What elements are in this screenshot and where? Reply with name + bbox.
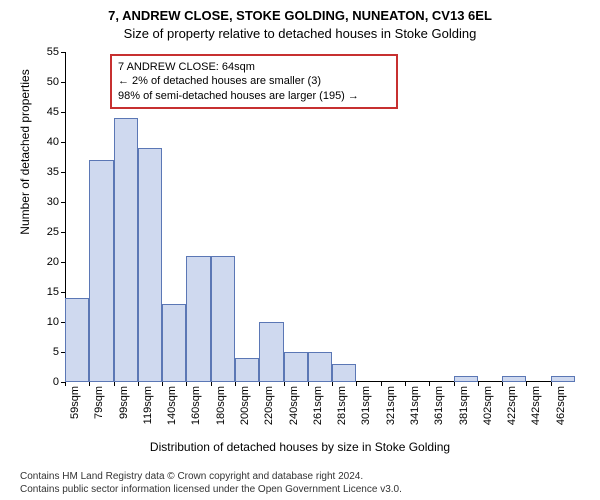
x-tick-label: 381sqm (458, 386, 470, 436)
x-tick-mark (65, 382, 66, 386)
x-tick-mark (405, 382, 406, 386)
x-tick-label: 422sqm (506, 386, 518, 436)
x-tick-label: 160sqm (190, 386, 202, 436)
histogram-bar (186, 256, 210, 382)
x-tick-mark (429, 382, 430, 386)
y-tick-label: 15 (29, 286, 65, 298)
property-annotation-box: 7 ANDREW CLOSE: 64sqm ← 2% of detached h… (110, 54, 398, 109)
x-tick-mark (381, 382, 382, 386)
histogram-bar (259, 322, 283, 382)
x-tick-label: 99sqm (118, 386, 130, 436)
x-tick-mark (114, 382, 115, 386)
x-tick-label: 402sqm (482, 386, 494, 436)
annotation-line-2: ← 2% of detached houses are smaller (3) (118, 74, 390, 88)
x-tick-label: 361sqm (433, 386, 445, 436)
y-tick-label: 35 (29, 166, 65, 178)
y-tick-label: 30 (29, 196, 65, 208)
x-tick-mark (356, 382, 357, 386)
annotation-line-1: 7 ANDREW CLOSE: 64sqm (118, 60, 390, 74)
footer-line-2: Contains public sector information licen… (20, 483, 402, 496)
x-tick-mark (162, 382, 163, 386)
histogram-bar (211, 256, 235, 382)
x-tick-mark (526, 382, 527, 386)
x-tick-label: 462sqm (555, 386, 567, 436)
x-tick-mark (284, 382, 285, 386)
x-tick-label: 321sqm (385, 386, 397, 436)
x-axis-label: Distribution of detached houses by size … (0, 440, 600, 454)
histogram-bar (235, 358, 259, 382)
histogram-bar (65, 298, 89, 382)
footer-attribution: Contains HM Land Registry data © Crown c… (20, 470, 402, 496)
x-tick-label: 301sqm (360, 386, 372, 436)
x-tick-mark (478, 382, 479, 386)
y-tick-label: 25 (29, 226, 65, 238)
chart-title-line-2: Size of property relative to detached ho… (0, 26, 600, 41)
x-tick-label: 442sqm (530, 386, 542, 436)
y-tick-label: 0 (29, 376, 65, 388)
histogram-bar (551, 376, 575, 382)
histogram-bar (454, 376, 478, 382)
histogram-bar (502, 376, 526, 382)
y-tick-label: 50 (29, 76, 65, 88)
x-tick-label: 220sqm (263, 386, 275, 436)
x-tick-mark (259, 382, 260, 386)
histogram-bar (162, 304, 186, 382)
x-tick-mark (502, 382, 503, 386)
annotation-line-3: 98% of semi-detached houses are larger (… (118, 89, 390, 103)
x-tick-mark (138, 382, 139, 386)
y-axis-label: Number of detached properties (18, 0, 32, 317)
x-tick-mark (89, 382, 90, 386)
y-tick-label: 40 (29, 136, 65, 148)
x-tick-label: 119sqm (142, 386, 154, 436)
x-tick-label: 180sqm (215, 386, 227, 436)
x-tick-mark (332, 382, 333, 386)
x-tick-label: 59sqm (69, 386, 81, 436)
x-tick-mark (211, 382, 212, 386)
histogram-bar (138, 148, 162, 382)
histogram-bar (308, 352, 332, 382)
x-tick-label: 140sqm (166, 386, 178, 436)
y-tick-label: 45 (29, 106, 65, 118)
histogram-bar (332, 364, 356, 382)
y-tick-label: 5 (29, 346, 65, 358)
x-tick-mark (235, 382, 236, 386)
x-tick-mark (454, 382, 455, 386)
y-tick-label: 20 (29, 256, 65, 268)
x-tick-mark (551, 382, 552, 386)
histogram-bar (114, 118, 138, 382)
x-tick-label: 341sqm (409, 386, 421, 436)
footer-line-1: Contains HM Land Registry data © Crown c… (20, 470, 402, 483)
chart-title-line-1: 7, ANDREW CLOSE, STOKE GOLDING, NUNEATON… (0, 8, 600, 23)
x-tick-mark (186, 382, 187, 386)
x-tick-label: 79sqm (93, 386, 105, 436)
histogram-bar (89, 160, 113, 382)
x-tick-label: 261sqm (312, 386, 324, 436)
y-tick-label: 10 (29, 316, 65, 328)
x-tick-mark (308, 382, 309, 386)
x-tick-label: 281sqm (336, 386, 348, 436)
x-tick-label: 200sqm (239, 386, 251, 436)
histogram-bar (284, 352, 308, 382)
x-tick-label: 240sqm (288, 386, 300, 436)
y-tick-label: 55 (29, 46, 65, 58)
